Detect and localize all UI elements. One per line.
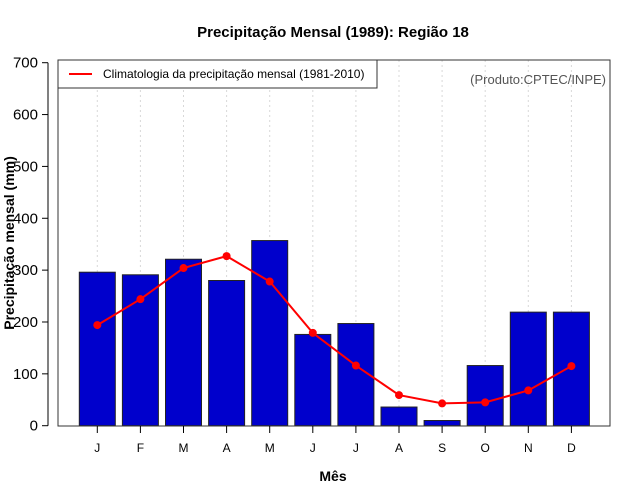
climatology-point-0: [93, 321, 102, 330]
bar-0: [78, 271, 116, 427]
climatology-line: [96, 255, 572, 405]
bar-7: [380, 406, 418, 427]
climatology-point-7: [395, 391, 403, 400]
bar-9: [466, 365, 504, 427]
bar-8: [423, 420, 461, 427]
y-tick-label: 100: [13, 366, 38, 383]
x-tick-label: A: [395, 441, 403, 455]
product-credit: (Produto:CPTEC/INPE): [470, 72, 606, 87]
x-tick-label: M: [179, 441, 189, 455]
bar-4: [251, 240, 289, 427]
climatology-point-2: [179, 264, 188, 273]
x-tick-label: J: [310, 441, 316, 455]
x-tick-label: J: [94, 441, 100, 455]
bar-10: [509, 311, 547, 427]
x-tick-label: F: [137, 441, 144, 455]
x-tick-label: A: [223, 441, 231, 455]
climatology-point-3: [222, 252, 231, 261]
y-tick-label: 300: [13, 262, 38, 279]
climatology-line-group: [93, 252, 576, 408]
climatology-point-9: [481, 398, 490, 407]
y-tick-label: 400: [13, 210, 38, 227]
legend: Climatologia da precipitação mensal (198…: [57, 59, 378, 89]
y-tick-label: 200: [13, 314, 38, 331]
climatology-point-4: [265, 277, 274, 286]
climatology-point-1: [136, 295, 145, 304]
y-tick-label: 700: [13, 55, 38, 72]
y-axis-label: Precipitação mensal (mm): [1, 156, 17, 330]
x-tick-label: M: [265, 441, 275, 455]
bar-5: [294, 333, 332, 427]
x-axis-label: Mês: [319, 468, 346, 484]
climatology-point-6: [351, 361, 360, 370]
bar-2: [165, 258, 202, 427]
legend-box: [57, 59, 378, 89]
climatology-point-5: [308, 328, 317, 337]
climatology-point-11: [567, 362, 576, 371]
y-tick-label: 600: [13, 107, 38, 124]
y-axis: 0 100 200 300 400 500 600 700: [13, 55, 49, 435]
legend-entry-label: Climatologia da precipitação mensal (198…: [103, 67, 364, 81]
bar-3: [208, 280, 246, 427]
bars-group: [78, 240, 590, 427]
x-tick-label: J: [353, 441, 359, 455]
y-tick-label: 500: [13, 158, 38, 175]
x-tick-label: N: [524, 441, 533, 455]
climatology-point-8: [438, 399, 447, 408]
chart-title: Precipitação Mensal (1989): Região 18: [197, 24, 469, 41]
climatology-point-10: [524, 386, 533, 395]
y-tick-label: 0: [30, 418, 38, 435]
x-tick-label: D: [567, 441, 576, 455]
x-tick-label: O: [481, 441, 490, 455]
x-tick-label: S: [438, 441, 446, 455]
